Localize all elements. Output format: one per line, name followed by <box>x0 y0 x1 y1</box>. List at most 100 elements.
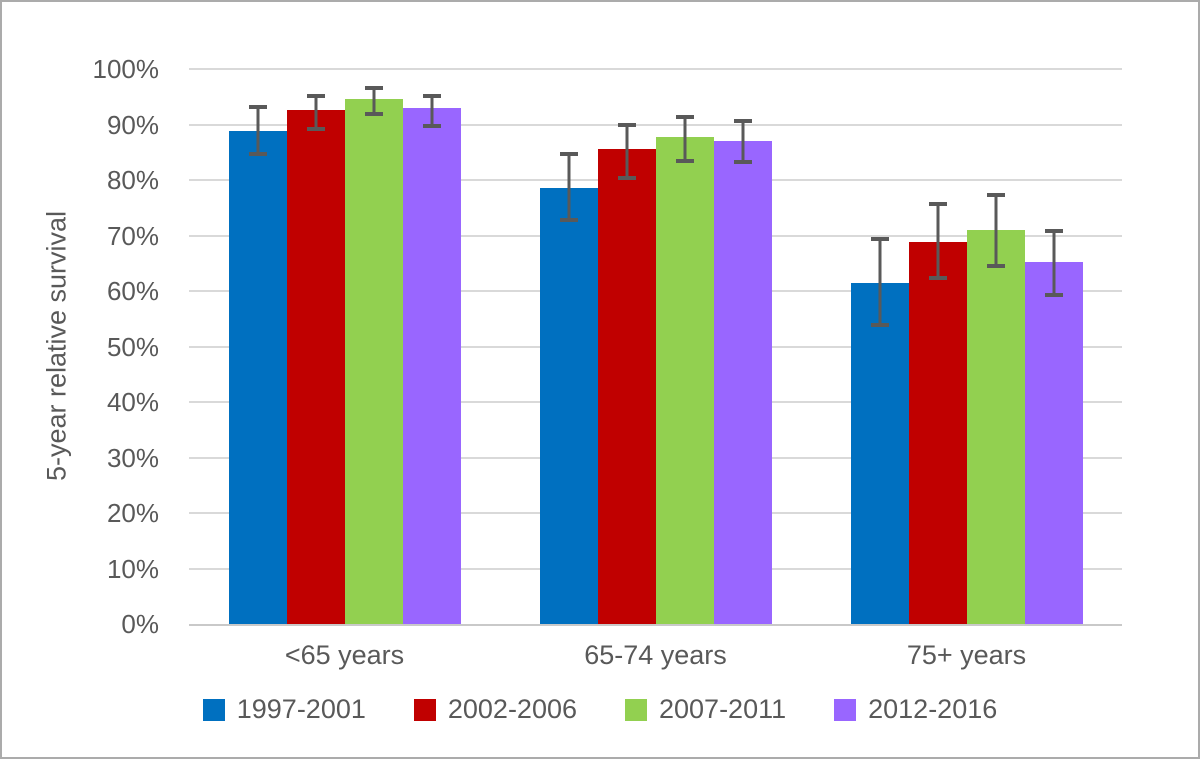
x-tick-label: <65 years <box>284 640 405 670</box>
bar <box>402 108 461 624</box>
bar-slot <box>539 69 598 624</box>
error-line <box>936 201 939 281</box>
error-bar <box>675 115 694 163</box>
error-cap-bottom <box>617 175 636 180</box>
bar-slot <box>597 69 656 624</box>
error-line <box>683 115 686 163</box>
category-group <box>500 69 811 624</box>
bar <box>344 98 403 624</box>
error-line <box>314 93 317 131</box>
bar-slot <box>344 69 403 624</box>
error-cap-top <box>986 193 1005 198</box>
y-tick-label: 20% <box>106 498 159 528</box>
error-cap-bottom <box>928 276 947 281</box>
bar-slot <box>713 69 772 624</box>
y-tick-label: 100% <box>92 54 160 84</box>
legend-item: 1997-2001 <box>202 694 366 725</box>
gridline <box>189 123 1122 126</box>
error-bar <box>422 93 441 129</box>
error-bar <box>928 201 947 281</box>
legend-item: 2007-2011 <box>625 694 786 725</box>
bar <box>1024 262 1083 624</box>
bar <box>655 136 714 624</box>
error-cap-top <box>248 105 267 110</box>
error-cap-bottom <box>422 124 441 129</box>
bar <box>597 149 656 624</box>
bar <box>850 282 909 624</box>
error-bar <box>1044 228 1063 297</box>
error-line <box>741 118 744 165</box>
legend: 1997-2001 2002-2006 2007-2011 2012-2016 <box>2 694 1198 725</box>
bar <box>966 229 1025 624</box>
legend-swatch <box>625 698 647 721</box>
error-bar <box>870 236 889 328</box>
y-tick-label: 80% <box>106 165 159 195</box>
error-cap-top <box>364 85 383 90</box>
legend-label: 2012-2016 <box>868 694 998 724</box>
legend-item: 2012-2016 <box>834 694 997 725</box>
error-line <box>878 236 881 328</box>
error-bar <box>364 85 383 117</box>
bar <box>713 140 772 624</box>
x-tick-label: 75+ years <box>906 640 1027 670</box>
bar-slot <box>850 69 909 624</box>
error-cap-top <box>675 115 694 120</box>
bar-slot <box>1024 69 1083 624</box>
error-cap-top <box>928 201 947 206</box>
error-cap-bottom <box>306 126 325 131</box>
error-line <box>1052 228 1055 297</box>
category-group <box>189 69 500 624</box>
bar <box>286 110 345 624</box>
error-cap-top <box>733 118 752 123</box>
error-cap-bottom <box>559 217 578 222</box>
legend-label: 2002-2006 <box>447 694 577 724</box>
bar-slot <box>402 69 461 624</box>
error-cap-top <box>870 236 889 241</box>
bar-slot <box>966 69 1025 624</box>
error-cap-bottom <box>733 160 752 165</box>
error-cap-top <box>617 122 636 127</box>
legend-swatch <box>834 698 857 721</box>
y-tick-label: 70% <box>106 220 159 251</box>
y-tick-label: 10% <box>106 553 159 584</box>
error-cap-bottom <box>675 158 694 163</box>
gridline <box>189 68 1122 70</box>
y-tick-label: 30% <box>106 442 159 473</box>
category-group <box>811 69 1122 624</box>
x-tick-label: 65-74 years <box>584 640 727 670</box>
error-line <box>256 105 259 157</box>
error-line <box>372 85 375 117</box>
y-tick-label: 50% <box>106 331 159 362</box>
bar <box>908 241 967 624</box>
error-cap-bottom <box>870 323 889 328</box>
error-cap-top <box>559 152 578 157</box>
legend-swatch <box>413 698 436 721</box>
error-line <box>625 122 628 180</box>
error-cap-top <box>1044 228 1063 233</box>
error-bar <box>986 193 1005 268</box>
y-tick-label: 90% <box>106 109 159 140</box>
y-tick-label: 40% <box>106 387 159 417</box>
error-cap-bottom <box>1044 292 1063 297</box>
legend-swatch <box>202 698 225 721</box>
error-bar <box>733 118 752 165</box>
legend-label: 1997-2001 <box>236 694 366 724</box>
bar <box>228 131 287 624</box>
error-bar <box>248 105 267 157</box>
error-bar <box>306 93 325 131</box>
error-cap-top <box>422 93 441 98</box>
bar <box>539 188 598 624</box>
bar-slot <box>228 69 287 624</box>
y-tick-label: 60% <box>106 276 159 306</box>
error-cap-top <box>306 93 325 98</box>
error-cap-bottom <box>986 263 1005 268</box>
bar-slot <box>908 69 967 624</box>
bar-slot <box>286 69 345 624</box>
error-line <box>567 152 570 222</box>
bar-slot <box>655 69 714 624</box>
y-tick-label: 0% <box>121 609 159 639</box>
error-cap-bottom <box>364 112 383 117</box>
legend-label: 2007-2011 <box>659 694 787 724</box>
error-bar <box>617 122 636 180</box>
